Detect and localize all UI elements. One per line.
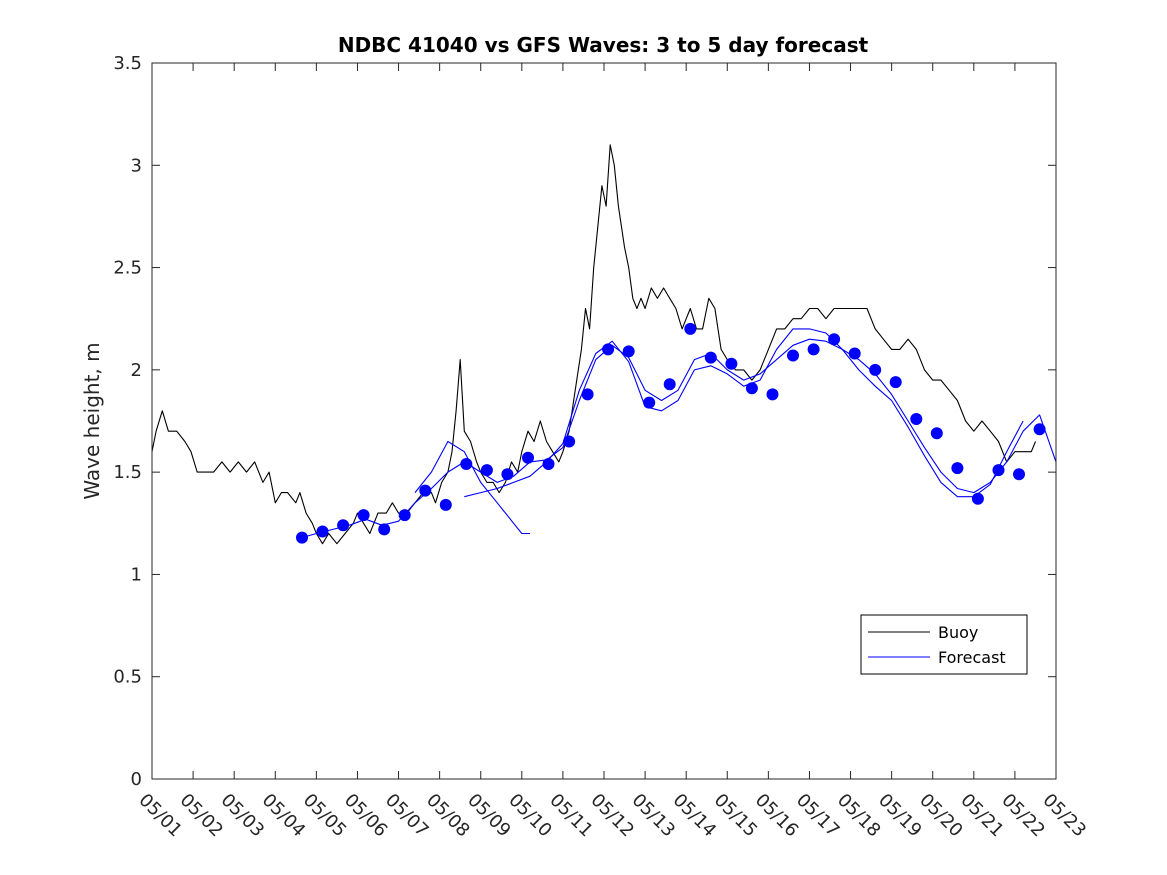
forecast-marker-2 [337,519,350,532]
forecast-marker-28 [869,363,882,376]
forecast-marker-11 [522,451,534,464]
plot-area: 00.511.522.533.505/0105/0205/0305/0405/0… [113,53,1090,841]
forecast-marker-6 [419,484,432,497]
legend-buoy-label: Buoy [938,623,978,642]
forecast-marker-24 [787,349,799,362]
forecast-marker-25 [807,343,820,356]
forecast-marker-12 [542,458,555,470]
y-tick-label-2: 1 [131,564,142,585]
forecast-marker-21 [725,357,738,370]
forecast-marker-4 [378,523,391,536]
y-tick-label-7: 3.5 [113,53,142,74]
y-axis-label: Wave height, m [80,342,104,499]
chart-title: NDBC 41040 vs GFS Waves: 3 to 5 day fore… [338,33,869,57]
forecast-series-line-3 [464,328,1024,498]
forecast-series-line-2 [414,440,530,535]
forecast-marker-36 [1033,423,1046,436]
legend-box [860,614,1028,675]
forecast-marker-31 [930,427,943,440]
forecast-marker-9 [480,464,493,477]
forecast-marker-30 [910,413,923,425]
forecast-marker-14 [581,388,594,401]
forecast-marker-32 [951,462,964,475]
forecast-marker-26 [828,333,841,346]
y-tick-label-6: 3 [131,155,142,176]
y-tick-label-1: 0.5 [113,667,142,688]
forecast-marker-33 [971,492,984,505]
legend-forecast-label: Forecast [938,648,1006,667]
forecast-marker-23 [766,388,779,401]
forecast-marker-35 [1013,468,1025,481]
forecast-marker-15 [602,343,615,356]
forecast-marker-17 [643,396,656,409]
forecast-marker-0 [296,531,308,544]
forecast-marker-13 [563,435,576,448]
forecast-marker-16 [622,345,635,358]
forecast-marker-22 [745,382,758,395]
forecast-marker-1 [316,525,329,538]
forecast-marker-7 [439,498,452,511]
forecast-marker-5 [398,509,411,522]
forecast-marker-34 [992,464,1005,477]
y-tick-label-5: 2.5 [113,258,142,279]
forecast-marker-29 [889,376,902,389]
forecast-marker-3 [357,509,370,522]
legend: Buoy Forecast [860,614,1028,675]
forecast-marker-27 [848,347,861,360]
buoy-series-line [151,144,1037,545]
forecast-marker-10 [501,468,514,481]
y-tick-label-3: 1.5 [113,462,142,483]
y-tick-label-4: 2 [131,360,142,381]
forecast-marker-8 [460,458,473,470]
forecast-marker-20 [704,351,717,364]
forecast-marker-19 [684,322,697,335]
y-tick-label-0: 0 [131,769,142,790]
forecast-marker-18 [663,378,676,391]
